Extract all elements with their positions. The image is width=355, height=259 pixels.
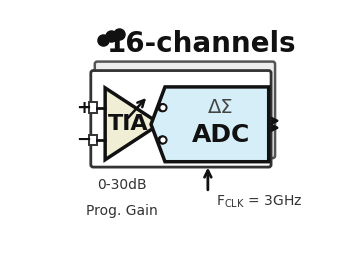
Circle shape xyxy=(159,104,166,111)
Polygon shape xyxy=(151,87,269,162)
Text: Prog. Gain: Prog. Gain xyxy=(86,204,158,218)
Text: 16-channels: 16-channels xyxy=(107,30,297,58)
Text: ΔΣ: ΔΣ xyxy=(208,98,234,117)
Text: ADC: ADC xyxy=(192,123,250,147)
Circle shape xyxy=(158,104,165,111)
Bar xyxy=(89,103,97,113)
Polygon shape xyxy=(105,88,160,160)
FancyBboxPatch shape xyxy=(91,70,271,167)
Text: $\mathregular{F_{CLK}}$ = 3GHz: $\mathregular{F_{CLK}}$ = 3GHz xyxy=(216,193,302,210)
FancyBboxPatch shape xyxy=(95,62,275,158)
Text: +: + xyxy=(76,99,91,117)
Text: TIA: TIA xyxy=(108,114,148,134)
Text: −: − xyxy=(76,131,91,149)
Text: 0-30dB: 0-30dB xyxy=(97,178,147,192)
Bar xyxy=(89,135,97,145)
Circle shape xyxy=(159,136,166,143)
Circle shape xyxy=(158,136,165,143)
